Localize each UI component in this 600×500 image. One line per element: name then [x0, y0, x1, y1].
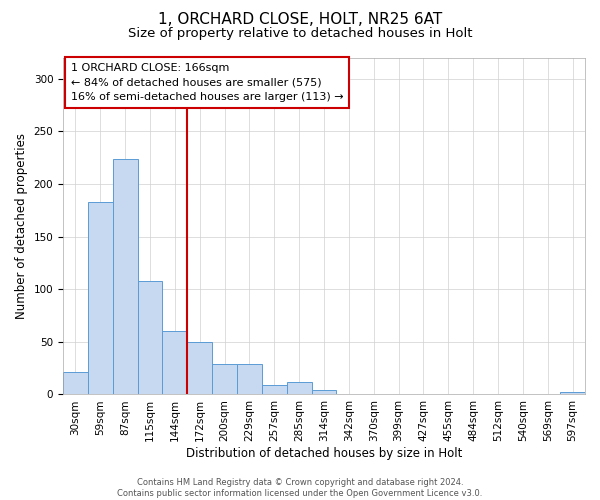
Bar [163, 332, 187, 394]
Bar [137, 280, 163, 394]
Bar [311, 390, 337, 394]
X-axis label: Distribution of detached houses by size in Holt: Distribution of detached houses by size … [186, 447, 462, 460]
Bar [113, 158, 137, 394]
Bar [88, 202, 113, 394]
Text: Contains HM Land Registry data © Crown copyright and database right 2024.
Contai: Contains HM Land Registry data © Crown c… [118, 478, 482, 498]
Bar [63, 372, 88, 394]
Text: 1 ORCHARD CLOSE: 166sqm
← 84% of detached houses are smaller (575)
16% of semi-d: 1 ORCHARD CLOSE: 166sqm ← 84% of detache… [71, 62, 343, 102]
Bar [262, 385, 287, 394]
Bar [212, 364, 237, 394]
Y-axis label: Number of detached properties: Number of detached properties [15, 133, 28, 319]
Bar [237, 364, 262, 394]
Bar [287, 382, 311, 394]
Bar [560, 392, 585, 394]
Text: Size of property relative to detached houses in Holt: Size of property relative to detached ho… [128, 28, 472, 40]
Bar [187, 342, 212, 394]
Text: 1, ORCHARD CLOSE, HOLT, NR25 6AT: 1, ORCHARD CLOSE, HOLT, NR25 6AT [158, 12, 442, 28]
